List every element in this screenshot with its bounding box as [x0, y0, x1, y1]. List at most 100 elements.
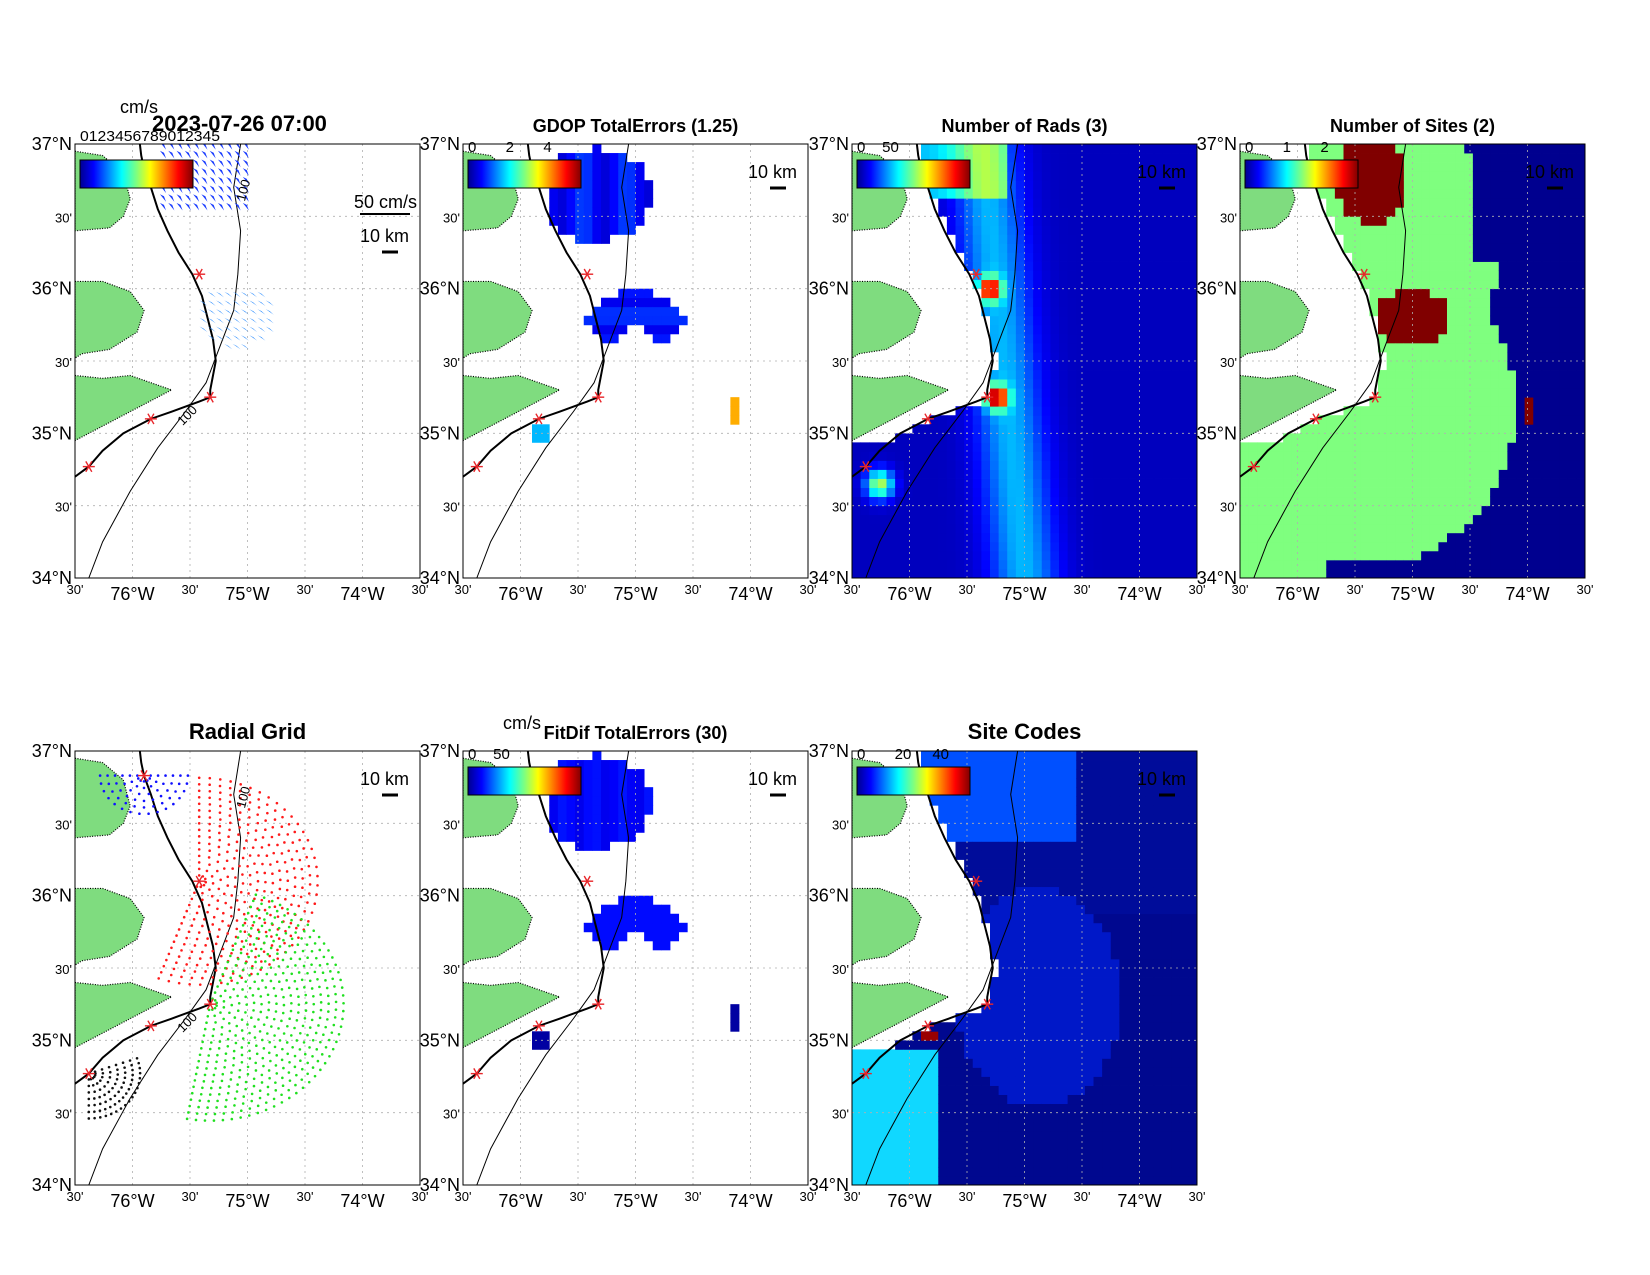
- data-cell: [1438, 288, 1448, 299]
- data-cell: [1429, 153, 1439, 163]
- data-cell: [946, 1040, 956, 1050]
- data-cell: [566, 225, 576, 235]
- data-cell: [1386, 460, 1396, 470]
- data-cell: [1309, 469, 1319, 479]
- data-cell: [981, 559, 991, 570]
- data-cell: [1541, 279, 1551, 290]
- radial-grid-point: [222, 911, 225, 915]
- data-cell: [1136, 505, 1146, 516]
- data-cell: [1110, 144, 1120, 154]
- data-cell: [1257, 478, 1267, 488]
- data-cell: [1498, 541, 1508, 552]
- data-cell: [618, 787, 628, 797]
- data-cell: [1472, 261, 1482, 271]
- radial-grid-point: [239, 948, 243, 951]
- data-cell: [1334, 532, 1344, 543]
- radial-grid-point: [210, 894, 214, 898]
- data-cell: [1455, 234, 1465, 244]
- data-cell: [946, 496, 956, 507]
- data-cell: [1378, 270, 1388, 281]
- data-cell: [1136, 370, 1146, 380]
- data-cell: [609, 180, 619, 190]
- data-cell: [1007, 252, 1017, 262]
- data-cell: [1559, 315, 1569, 326]
- data-cell: [1343, 153, 1353, 163]
- data-cell: [1162, 559, 1172, 570]
- data-cell: [1265, 460, 1275, 470]
- data-cell: [929, 760, 939, 770]
- data-cell: [1541, 514, 1551, 525]
- data-cell: [1179, 487, 1189, 498]
- data-cell: [1162, 315, 1172, 326]
- data-cell: [1102, 361, 1112, 371]
- data-cell: [1455, 541, 1465, 552]
- data-cell: [1084, 424, 1094, 434]
- data-cell: [1093, 297, 1103, 308]
- radial-grid-point: [130, 780, 134, 784]
- data-cell: [1136, 153, 1146, 163]
- data-cell: [1386, 171, 1396, 181]
- radial-grid-point: [232, 1049, 236, 1053]
- data-cell: [886, 460, 896, 470]
- coastline: [1240, 144, 1382, 478]
- data-cell: [981, 478, 991, 488]
- radial-grid-point: [115, 782, 118, 785]
- data-cell: [886, 1121, 896, 1132]
- data-cell: [1136, 288, 1146, 299]
- data-cell: [1059, 442, 1069, 452]
- data-cell: [1076, 207, 1086, 217]
- data-cell: [1179, 144, 1189, 154]
- data-cell: [1050, 568, 1060, 578]
- data-cell: [1128, 216, 1138, 226]
- data-cell: [946, 823, 956, 833]
- data-cell: [1067, 370, 1077, 380]
- isobath-line: [1253, 144, 1407, 578]
- radial-grid-point: [108, 1105, 112, 1109]
- data-cell: [1153, 171, 1163, 181]
- radial-grid-point: [324, 1025, 327, 1029]
- data-cell: [895, 514, 905, 525]
- data-cell: [626, 769, 636, 779]
- radial-grid-point: [313, 942, 317, 945]
- radial-grid-point: [208, 829, 211, 832]
- data-cell: [1395, 478, 1405, 488]
- data-cell: [1033, 207, 1043, 217]
- data-cell: [1447, 288, 1457, 299]
- data-cell: [1559, 532, 1569, 543]
- data-cell: [1576, 324, 1585, 335]
- data-cell: [972, 1121, 982, 1132]
- data-cell: [1516, 514, 1526, 525]
- radial-grid-point: [295, 926, 298, 930]
- data-cell: [1524, 198, 1534, 208]
- data-cell: [1059, 342, 1069, 353]
- data-cell: [1015, 514, 1025, 525]
- data-cell: [1015, 144, 1025, 154]
- data-cell: [1516, 297, 1526, 308]
- data-cell: [1334, 559, 1344, 570]
- data-cell: [938, 198, 948, 208]
- data-cell: [1240, 505, 1250, 516]
- data-cell: [1171, 315, 1181, 326]
- data-cell: [583, 216, 593, 226]
- data-cell: [1559, 243, 1569, 253]
- data-cell: [1360, 460, 1370, 470]
- data-cell: [955, 198, 965, 208]
- radial-grid-point: [207, 856, 211, 859]
- data-cell: [1541, 315, 1551, 326]
- data-cell: [1567, 342, 1577, 353]
- data-cell: [1145, 487, 1155, 498]
- data-cell: [1576, 270, 1585, 281]
- panel-title: Number of Sites (2): [1330, 116, 1495, 136]
- data-cell: [938, 1130, 948, 1141]
- data-cell: [1024, 370, 1034, 380]
- data-cell: [1067, 460, 1077, 470]
- data-cell: [1378, 207, 1388, 217]
- data-cell: [1309, 424, 1319, 434]
- data-cell: [1024, 351, 1034, 362]
- data-cell: [1171, 469, 1181, 479]
- radial-grid-point: [197, 854, 201, 858]
- velocity-vector: [209, 194, 216, 202]
- data-cell: [1386, 243, 1396, 253]
- data-cell: [1093, 523, 1103, 534]
- data-cell: [1317, 487, 1327, 498]
